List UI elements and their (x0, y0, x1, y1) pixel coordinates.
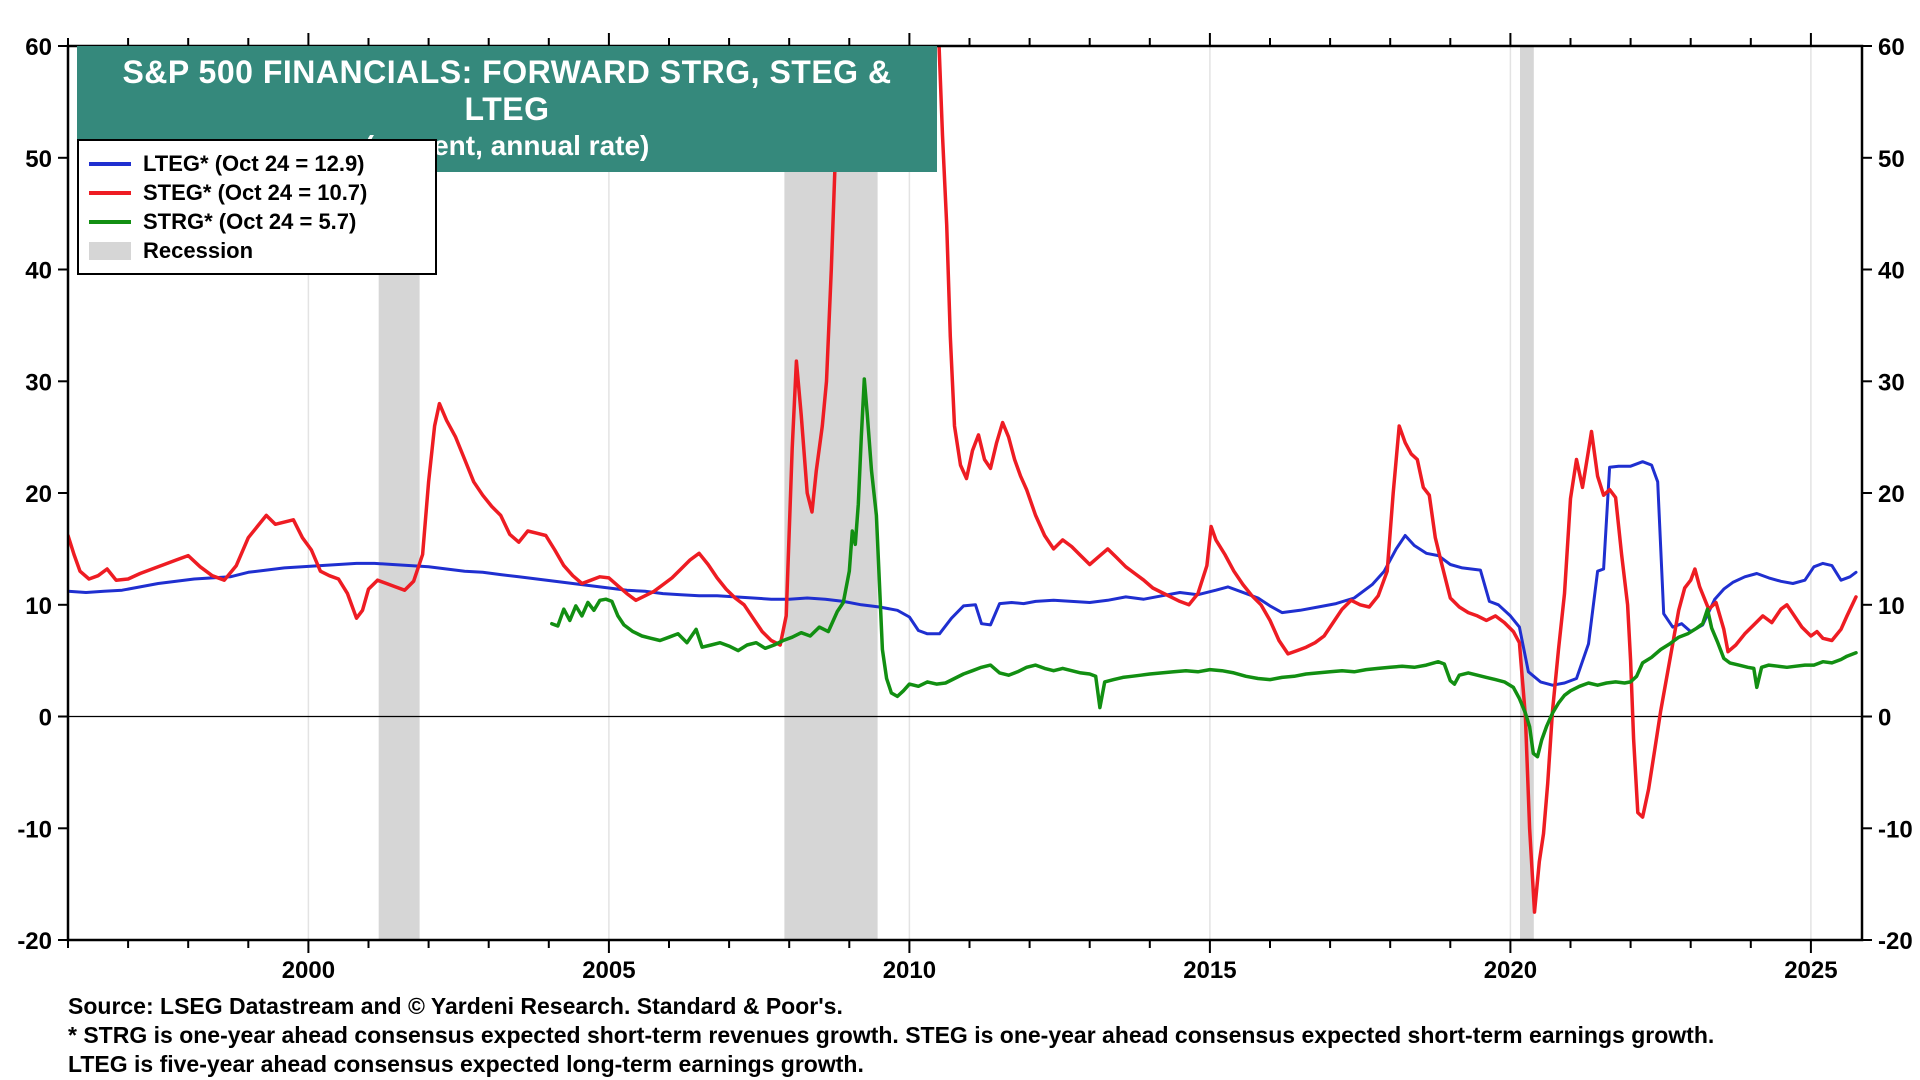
svg-text:60: 60 (1878, 34, 1905, 61)
legend-item-strg: STRG* (Oct 24 = 5.7) (89, 207, 425, 236)
svg-text:2020: 2020 (1484, 957, 1537, 984)
legend-item-lteg: LTEG* (Oct 24 = 12.9) (89, 149, 425, 178)
svg-text:-20: -20 (17, 928, 52, 955)
svg-text:30: 30 (25, 369, 52, 396)
svg-text:60: 60 (25, 34, 52, 61)
legend-label-strg: STRG* (Oct 24 = 5.7) (143, 208, 357, 234)
svg-text:20: 20 (25, 481, 52, 508)
svg-text:10: 10 (25, 593, 52, 620)
svg-text:-10: -10 (17, 816, 52, 843)
chart-footer: Source: LSEG Datastream and © Yardeni Re… (68, 992, 1714, 1079)
svg-text:2000: 2000 (282, 957, 335, 984)
chart-title: S&P 500 FINANCIALS: FORWARD STRG, STEG &… (122, 54, 892, 127)
legend-label-lteg: LTEG* (Oct 24 = 12.9) (143, 150, 365, 176)
svg-text:0: 0 (39, 705, 52, 732)
svg-text:-20: -20 (1878, 928, 1913, 955)
strg-line-swatch (89, 219, 131, 224)
svg-text:20: 20 (1878, 481, 1905, 508)
chart-title-box: S&P 500 FINANCIALS: FORWARD STRG, STEG &… (77, 46, 937, 172)
legend-item-recession: Recession (89, 236, 425, 265)
source-line: Source: LSEG Datastream and © Yardeni Re… (68, 993, 843, 1019)
lteg-line-swatch (89, 161, 131, 166)
legend-label-recession: Recession (143, 237, 254, 263)
svg-text:2015: 2015 (1183, 957, 1236, 984)
footnote-line-2: LTEG is five-year ahead consensus expect… (68, 1051, 864, 1077)
chart-legend: LTEG* (Oct 24 = 12.9) STEG* (Oct 24 = 10… (77, 139, 437, 275)
legend-item-steg: STEG* (Oct 24 = 10.7) (89, 178, 425, 207)
svg-text:50: 50 (25, 146, 52, 173)
svg-text:40: 40 (1878, 258, 1905, 285)
footnote-line-1: * STRG is one-year ahead consensus expec… (68, 1022, 1715, 1048)
svg-text:2025: 2025 (1784, 957, 1837, 984)
legend-label-steg: STEG* (Oct 24 = 10.7) (143, 179, 368, 205)
svg-text:10: 10 (1878, 593, 1905, 620)
svg-text:0: 0 (1878, 705, 1891, 732)
steg-line-swatch (89, 190, 131, 195)
svg-text:2010: 2010 (883, 957, 936, 984)
recession-band-swatch (89, 241, 131, 260)
svg-text:30: 30 (1878, 369, 1905, 396)
svg-text:40: 40 (25, 258, 52, 285)
svg-text:50: 50 (1878, 146, 1905, 173)
svg-text:2005: 2005 (582, 957, 635, 984)
svg-text:-10: -10 (1878, 816, 1913, 843)
